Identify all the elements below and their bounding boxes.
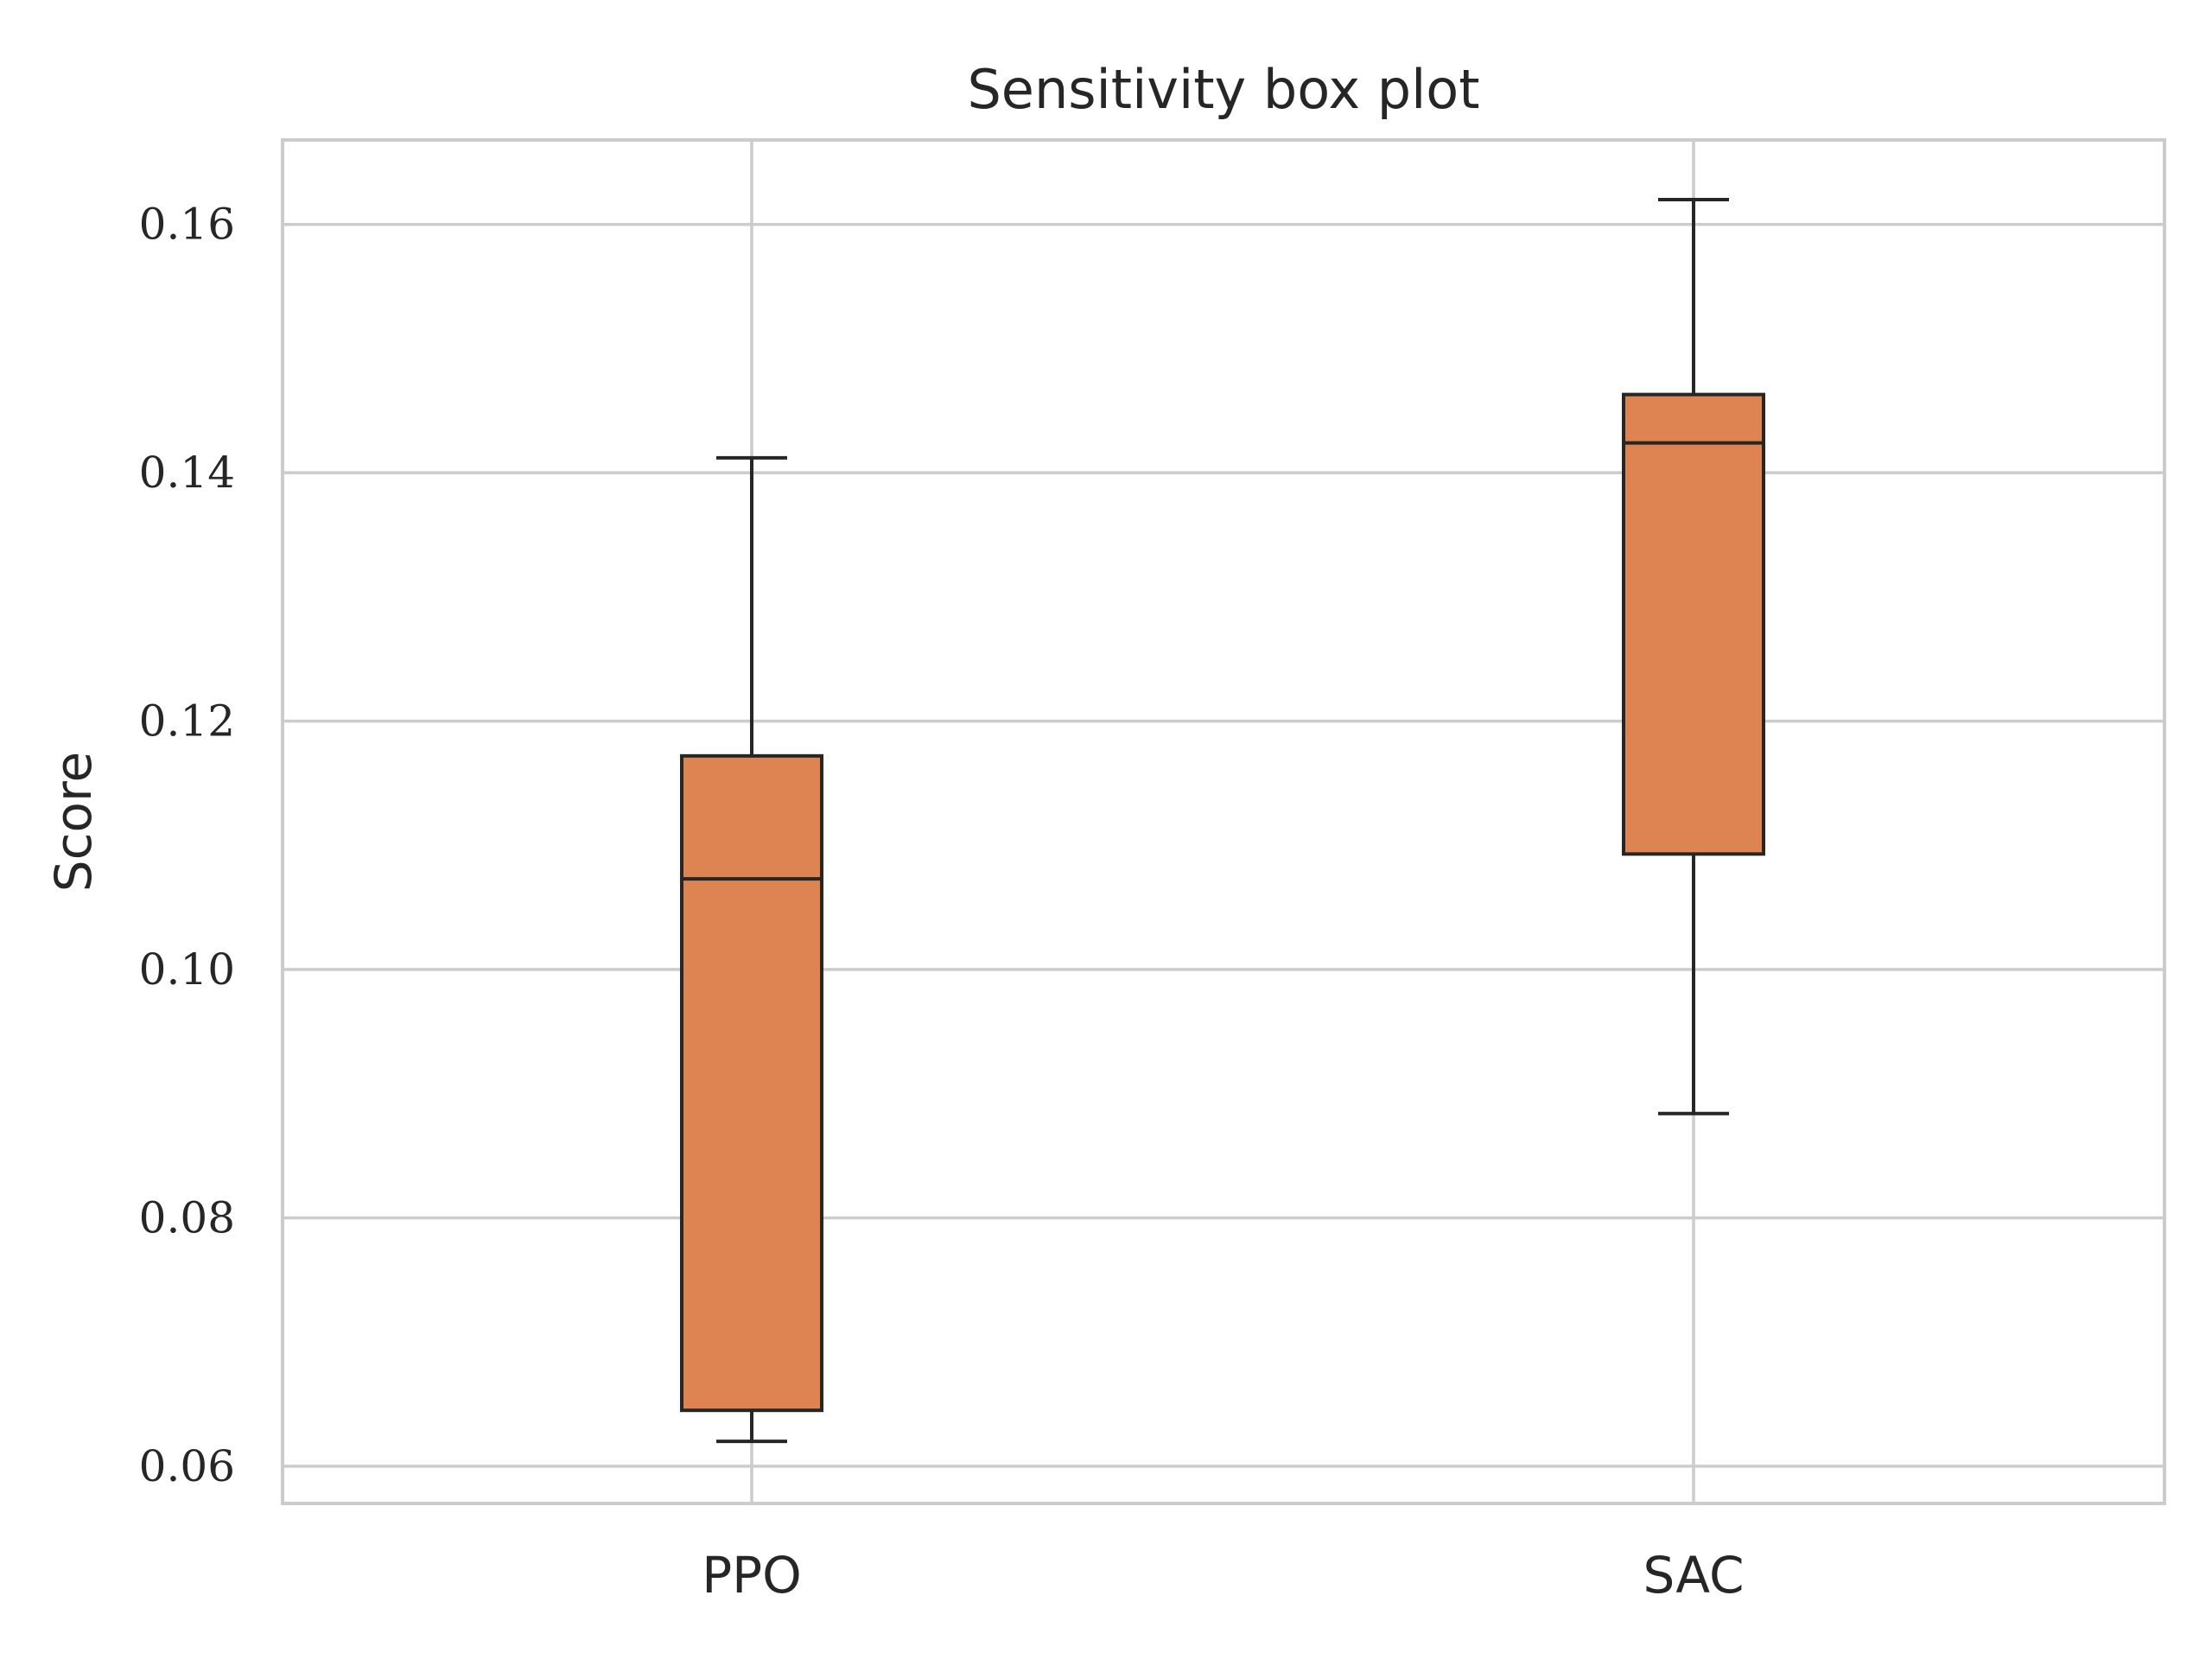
x-tick-labels: PPO SAC — [702, 1546, 1744, 1605]
iqr-box — [680, 753, 823, 1413]
x-tick-label: SAC — [1643, 1546, 1744, 1605]
box-ppo — [680, 455, 823, 1444]
y-tick-label: 0.08 — [139, 1192, 235, 1243]
y-tick-label: 0.14 — [139, 448, 235, 498]
y-tick-label: 0.16 — [139, 200, 235, 250]
plot-frame — [281, 138, 2166, 1505]
y-tick-label: 0.06 — [139, 1441, 235, 1491]
boxes-layer — [680, 197, 1765, 1444]
grid-lines — [283, 140, 2164, 1503]
x-tick-label: PPO — [702, 1546, 802, 1605]
iqr-box — [1622, 392, 1765, 856]
y-tick-labels: 0.06 0.08 0.10 0.12 0.14 0.16 — [139, 200, 235, 1491]
chart-title: Sensitivity box plot — [967, 58, 1479, 121]
y-tick-label: 0.12 — [139, 696, 235, 747]
y-tick-label: 0.10 — [139, 944, 235, 995]
y-axis-label: Score — [44, 752, 103, 892]
box-sac — [1622, 197, 1765, 1116]
